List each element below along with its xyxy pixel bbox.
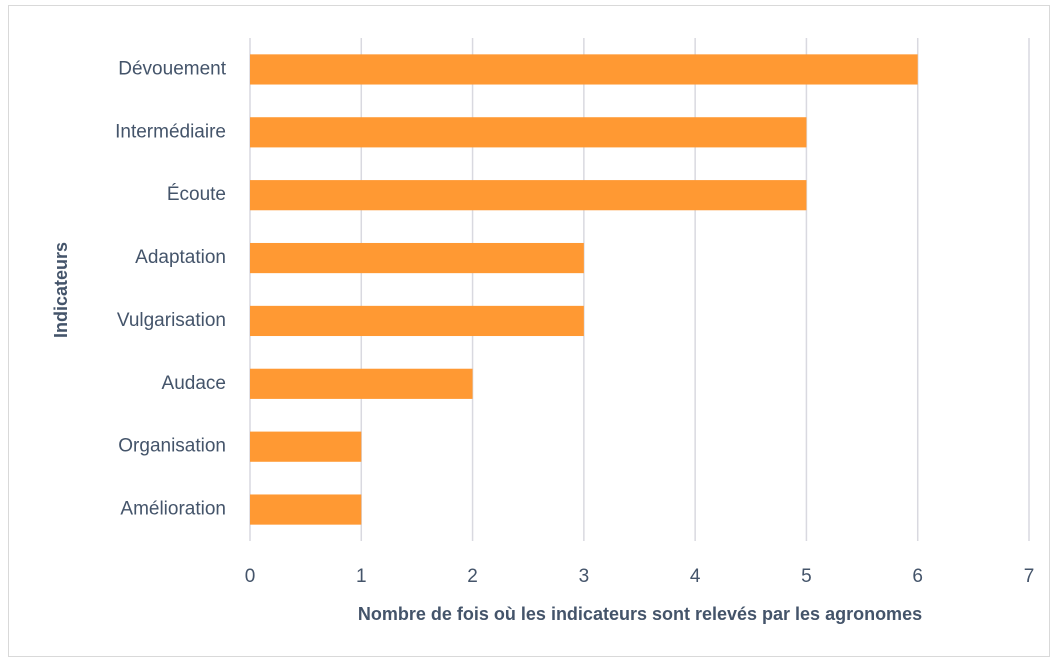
- bar: [250, 54, 918, 85]
- x-tick-label: 0: [245, 566, 256, 587]
- y-tick-label: Organisation: [118, 436, 226, 457]
- bar: [250, 180, 807, 211]
- x-tick-label: 2: [467, 566, 478, 587]
- bar: [250, 117, 807, 148]
- x-tick-label: 1: [356, 566, 367, 587]
- y-tick-label: Dévouement: [118, 58, 226, 79]
- y-tick-label: Audace: [162, 373, 226, 394]
- y-tick-label: Amélioration: [120, 499, 226, 520]
- y-tick-label: Intermédiaire: [115, 121, 226, 142]
- x-axis-title: Nombre de fois où les indicateurs sont r…: [358, 604, 922, 624]
- y-tick-label: Écoute: [167, 184, 226, 205]
- y-axis-title: Indicateurs: [51, 242, 71, 338]
- bar: [250, 305, 584, 337]
- x-tick-label: 7: [1024, 566, 1035, 587]
- bar: [250, 368, 473, 399]
- y-tick-label: Vulgarisation: [117, 310, 226, 331]
- bar: [250, 431, 362, 462]
- x-tick-label: 6: [912, 566, 923, 587]
- x-tick-label: 5: [801, 566, 812, 587]
- bar: [250, 494, 362, 525]
- bar: [250, 242, 584, 274]
- x-tick-label: 3: [579, 566, 590, 587]
- x-tick-label: 4: [690, 566, 701, 587]
- y-tick-label: Adaptation: [135, 247, 226, 268]
